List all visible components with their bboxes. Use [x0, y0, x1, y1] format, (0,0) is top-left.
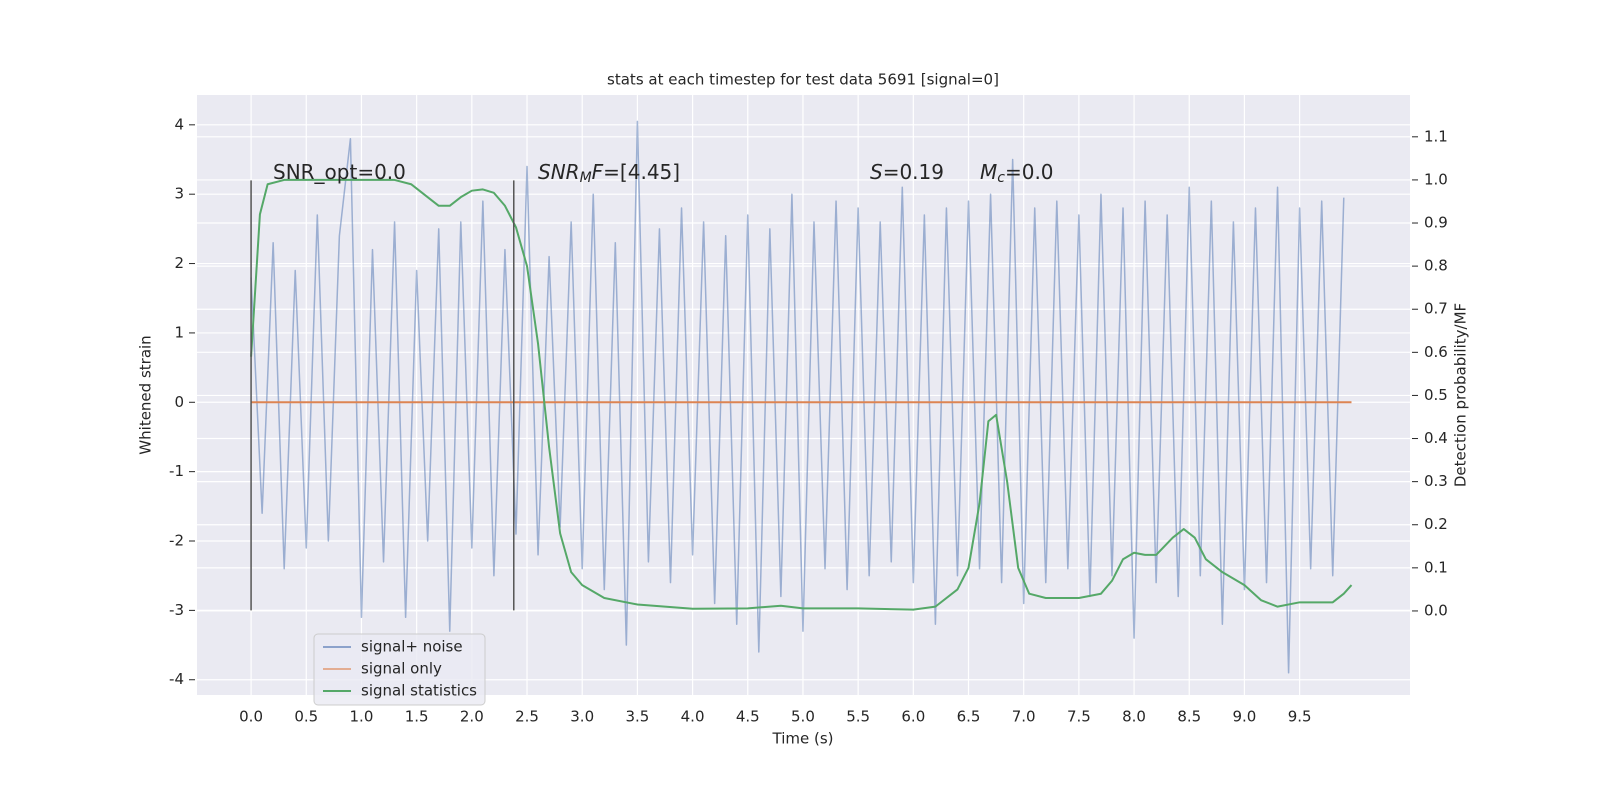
y-tick-label: -2	[169, 532, 184, 550]
y2-tick-label: 0.4	[1424, 429, 1448, 447]
y-tick-label: -3	[169, 601, 184, 619]
legend-label: signal statistics	[361, 682, 477, 700]
x-axis-label: Time (s)	[772, 730, 834, 748]
annotation-part: =0.19	[883, 160, 944, 184]
series-line	[250, 120, 1345, 674]
x-tick-label: 4.5	[736, 708, 760, 726]
y2-axis-label: Detection probability/MF	[1452, 303, 1470, 487]
y-tick-label: -4	[169, 670, 184, 688]
y-tick-label: 1	[174, 323, 184, 341]
annotation-part: SNR_opt=0.0	[273, 160, 406, 184]
x-tick-label: 3.5	[625, 708, 649, 726]
annotation-part: M	[580, 170, 592, 186]
x-tick-label: 7.0	[1012, 708, 1036, 726]
x-tick-label: 7.5	[1067, 708, 1091, 726]
x-tick-label: 5.0	[791, 708, 815, 726]
annotation: Mc=0.0	[980, 160, 1054, 187]
x-tick-label: 8.0	[1122, 708, 1146, 726]
annotation-part: c	[997, 170, 1005, 186]
x-tick-label: 6.5	[957, 708, 981, 726]
annotation-part: =0.0	[1005, 160, 1054, 184]
x-tick-label: 9.5	[1288, 708, 1312, 726]
y2-tick-label: 0.6	[1424, 343, 1448, 361]
y2-tick-label: 0.8	[1424, 257, 1448, 275]
chart-title: stats at each timestep for test data 569…	[607, 71, 999, 89]
y2-tick-label: 0.0	[1424, 601, 1448, 619]
y-tick-label: 3	[174, 185, 184, 203]
y2-tick-label: 1.1	[1424, 127, 1448, 145]
y2-tick-label: 1.0	[1424, 170, 1448, 188]
x-tick-label: 2.5	[515, 708, 539, 726]
y2-tick-label: 0.5	[1424, 386, 1448, 404]
x-tick-label: 3.0	[570, 708, 594, 726]
annotation-part: SNR	[538, 160, 580, 184]
annotation: SNR_opt=0.0	[273, 160, 406, 184]
series-line	[250, 178, 1353, 611]
y2-tick-label: 0.7	[1424, 300, 1448, 318]
annotation-part: F	[592, 160, 604, 184]
legend-label: signal only	[361, 660, 442, 678]
legend-label: signal+ noise	[361, 638, 463, 656]
y2-tick-label: 0.3	[1424, 472, 1448, 490]
annotation: S=0.19	[870, 160, 944, 184]
axes: 0.0 0.5 1.0 1.5 2.0 2.5 3.0 3.5 4.0 4.5 5.0 5.5 6.0 6…	[169, 115, 1448, 725]
y-tick-label: -1	[169, 462, 184, 480]
y2-tick-label: 0.2	[1424, 515, 1448, 533]
marks	[250, 120, 1353, 674]
y-tick-label: 0	[174, 393, 184, 411]
annotation-part: =[4.45]	[603, 160, 680, 184]
y-tick-label: 4	[174, 115, 184, 133]
x-tick-label: 2.0	[460, 708, 484, 726]
x-tick-label: 8.5	[1177, 708, 1201, 726]
annotation-part: M	[980, 160, 997, 184]
legend	[313, 633, 486, 706]
annotation-part: S	[870, 160, 883, 184]
annotation: SNRMF=[4.45]	[538, 160, 680, 187]
x-tick-label: 5.5	[846, 708, 870, 726]
x-tick-label: 1.5	[405, 708, 429, 726]
y2-tick-label: 0.1	[1424, 558, 1448, 576]
x-tick-label: 1.0	[350, 708, 374, 726]
x-tick-label: 6.0	[901, 708, 925, 726]
y-tick-label: 2	[174, 254, 184, 272]
x-tick-label: 0.0	[239, 708, 263, 726]
x-tick-label: 4.0	[681, 708, 705, 726]
x-tick-label: 0.5	[294, 708, 318, 726]
x-tick-label: 9.0	[1233, 708, 1257, 726]
y-axis-label: Whitened strain	[137, 335, 155, 454]
y2-tick-label: 0.9	[1424, 214, 1448, 232]
